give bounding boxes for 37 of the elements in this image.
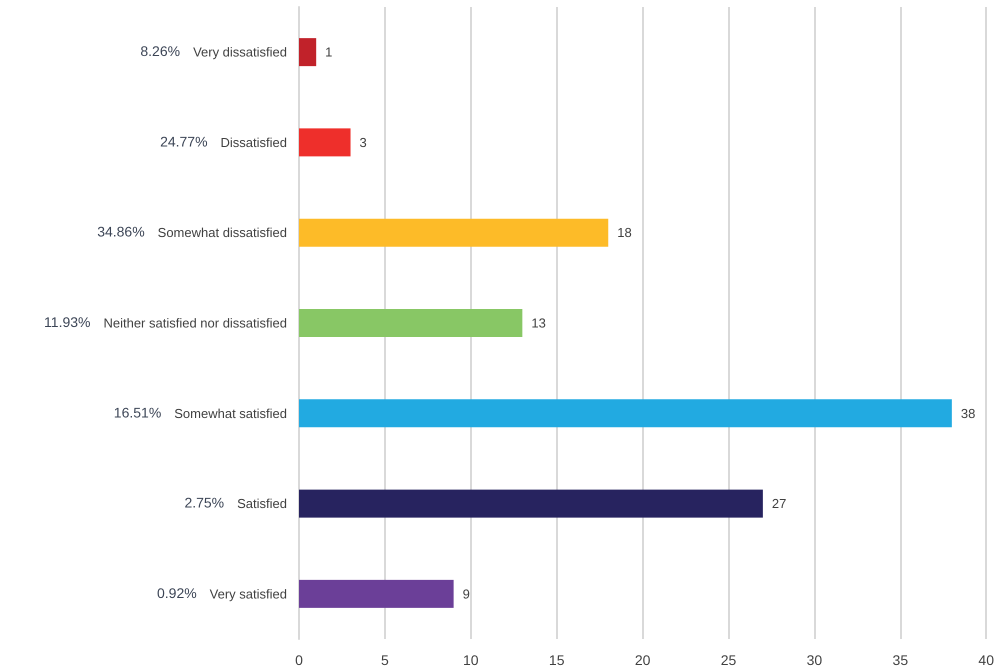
- text: 11.93%: [44, 314, 90, 330]
- text: 0.92%: [156, 584, 197, 601]
- x-tick-label: 35: [892, 652, 908, 668]
- bar: [299, 490, 763, 518]
- data-label: 3: [360, 134, 367, 150]
- bar: [299, 38, 316, 66]
- data-label: 38: [960, 406, 976, 421]
- data-label: 13: [531, 316, 546, 330]
- x-tick-label: 40: [978, 652, 994, 668]
- x-tick-label: 10: [463, 652, 479, 668]
- x-tick-label: 5: [381, 652, 390, 668]
- x-tick-label: 0: [295, 652, 304, 668]
- x-tick-label: 30: [806, 652, 822, 668]
- data-label: 18: [617, 225, 632, 240]
- y-tick-label: Somewhat dissatisfied: [158, 225, 287, 240]
- data-label: 1: [325, 44, 332, 60]
- y-tick-label: Very satisfied: [210, 586, 287, 602]
- x-tick-label: 20: [634, 652, 651, 668]
- bar: [299, 218, 608, 247]
- x-tick-label: 25: [720, 652, 737, 668]
- bar: [299, 309, 522, 337]
- y-tick-label: Satisfied: [237, 496, 287, 512]
- y-tick-label: Very dissatisfied: [193, 44, 287, 60]
- y-tick-label: Somewhat satisfied: [174, 406, 287, 421]
- text: 24.77%: [160, 133, 208, 150]
- text: 8.26%: [140, 43, 180, 60]
- bar: [299, 580, 454, 608]
- x-tick-label: 15: [548, 652, 565, 668]
- y-tick-label: Dissatisfied: [220, 134, 287, 150]
- text: 34.86%: [97, 224, 145, 240]
- text: 2.75%: [184, 494, 224, 511]
- y-tick-label: Neither satisfied nor dissatisfied: [103, 316, 287, 330]
- bar: [299, 128, 351, 156]
- data-label: 27: [772, 496, 786, 512]
- text: 16.51%: [114, 404, 162, 420]
- bar: [299, 399, 952, 428]
- data-label: 9: [462, 586, 470, 602]
